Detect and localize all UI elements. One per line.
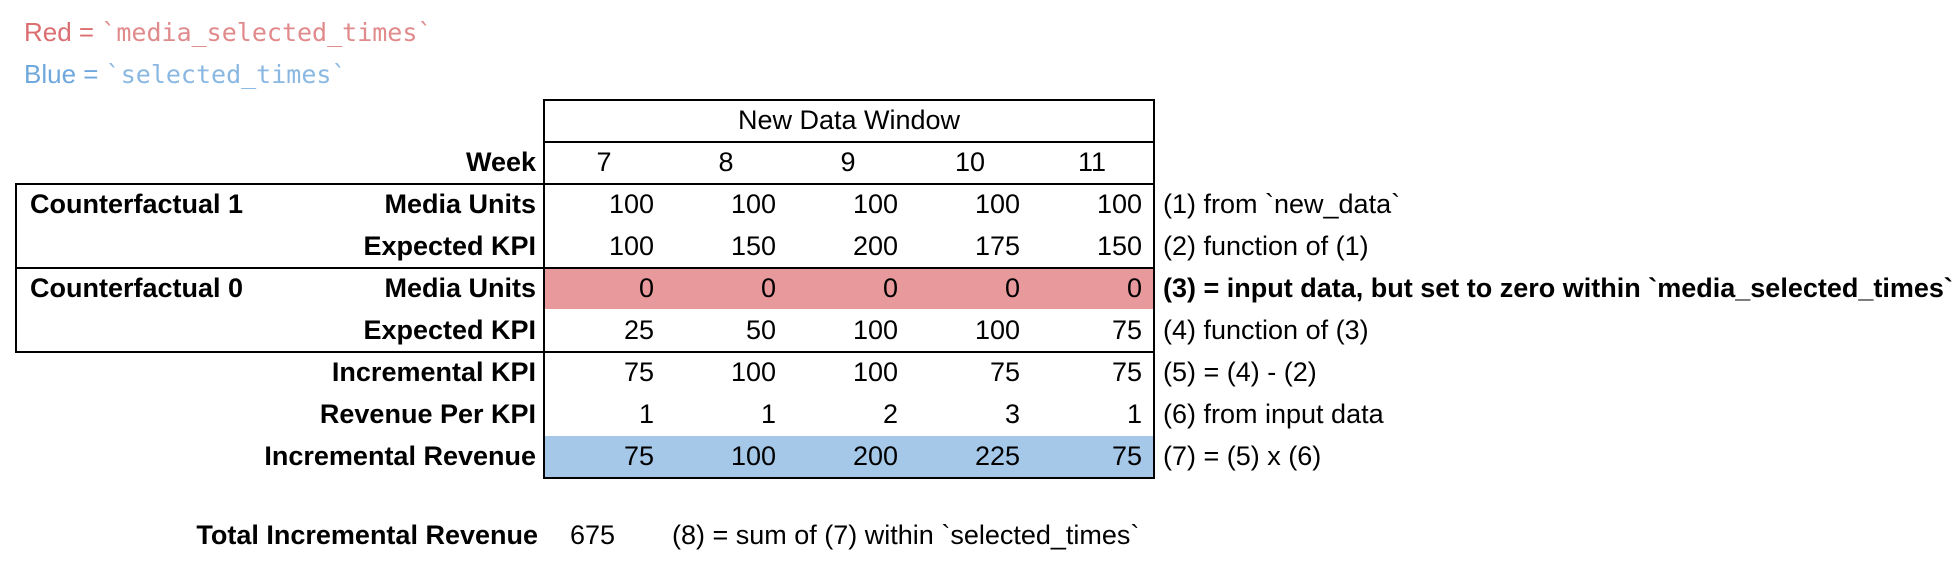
week-col-header: 11 (1077, 147, 1107, 177)
table-border-bottom (543, 477, 1155, 479)
table-cell: 75 (989, 357, 1020, 387)
table-cell: 0 (1126, 273, 1142, 303)
table-cell: 2 (882, 399, 898, 429)
group-label-counterfactual-0: Counterfactual 0 (30, 273, 244, 303)
table-cell: 0 (882, 273, 898, 303)
total-label: Total Incremental Revenue (196, 520, 538, 550)
row-note: (3) = input data, but set to zero within… (1163, 273, 1953, 303)
row-label: Incremental KPI (331, 357, 536, 387)
legend-red-code: `media_selected_times` (101, 18, 433, 47)
row-note: (4) function of (3) (1163, 315, 1369, 345)
total-note: (8) = sum of (7) within `selected_times` (672, 520, 1140, 550)
media-selected-times-highlight (545, 269, 1153, 309)
week-label: Week (465, 147, 536, 177)
counterfactual1-box-top (15, 183, 1155, 185)
table-cell: 75 (1111, 357, 1142, 387)
row-label: Expected KPI (363, 231, 536, 261)
week-col-header: 10 (954, 147, 986, 177)
table-cell: 1 (760, 399, 776, 429)
table-header: New Data Window (737, 105, 961, 135)
legend-blue: Blue = `selected_times` (24, 56, 347, 92)
table-cell: 100 (974, 189, 1020, 219)
legend-red: Red = `media_selected_times` (24, 14, 432, 50)
table-cell: 25 (623, 315, 654, 345)
table-cell: 75 (1111, 315, 1142, 345)
table-cell: 100 (730, 189, 776, 219)
row-note: (2) function of (1) (1163, 231, 1369, 261)
table-cell: 100 (730, 357, 776, 387)
table-cell: 1 (1126, 399, 1142, 429)
table-cell: 200 (852, 441, 898, 471)
legend-blue-label: Blue = (24, 59, 106, 89)
row-note: (5) = (4) - (2) (1163, 357, 1317, 387)
table-cell: 100 (852, 357, 898, 387)
counterfactual0-box-bottom (15, 351, 1155, 353)
table-cell: 75 (623, 357, 654, 387)
counterfactual-box-divider (15, 267, 1155, 269)
row-label: Media Units (384, 189, 536, 219)
counterfactual-box-left-border (15, 183, 17, 353)
legend-red-label: Red = (24, 17, 102, 47)
table-cell: 100 (608, 231, 654, 261)
row-label: Media Units (384, 273, 536, 303)
table-border-top (543, 99, 1155, 101)
week-col-header: 8 (718, 147, 734, 177)
table-cell: 0 (1004, 273, 1020, 303)
table-cell: 75 (1111, 441, 1142, 471)
table-cell: 100 (608, 189, 654, 219)
table-cell: 225 (974, 441, 1020, 471)
table-cell: 100 (852, 315, 898, 345)
week-col-header: 9 (840, 147, 856, 177)
header-divider (543, 141, 1155, 143)
table-cell: 0 (760, 273, 776, 303)
table-cell: 1 (638, 399, 654, 429)
table-cell: 50 (745, 315, 776, 345)
table-cell: 100 (974, 315, 1020, 345)
table-cell: 100 (1096, 189, 1142, 219)
week-col-header: 7 (596, 147, 612, 177)
table-cell: 0 (638, 273, 654, 303)
table-border-right (1153, 99, 1155, 479)
table-cell: 3 (1004, 399, 1020, 429)
group-label-counterfactual-1: Counterfactual 1 (30, 189, 244, 219)
row-note: (1) from `new_data` (1163, 189, 1401, 219)
table-cell: 175 (974, 231, 1020, 261)
row-label: Expected KPI (363, 315, 536, 345)
table-cell: 150 (1096, 231, 1142, 261)
row-label: Incremental Revenue (264, 441, 536, 471)
table-cell: 100 (852, 189, 898, 219)
table-cell: 100 (730, 441, 776, 471)
row-note: (7) = (5) x (6) (1163, 441, 1322, 471)
total-value: 675 (569, 520, 615, 550)
legend-blue-code: `selected_times` (105, 60, 347, 89)
table-cell: 200 (852, 231, 898, 261)
table-border-left (543, 99, 545, 479)
selected-times-highlight (545, 436, 1153, 477)
table-cell: 75 (623, 441, 654, 471)
row-note: (6) from input data (1163, 399, 1384, 429)
row-label: Revenue Per KPI (319, 399, 536, 429)
table-cell: 150 (730, 231, 776, 261)
